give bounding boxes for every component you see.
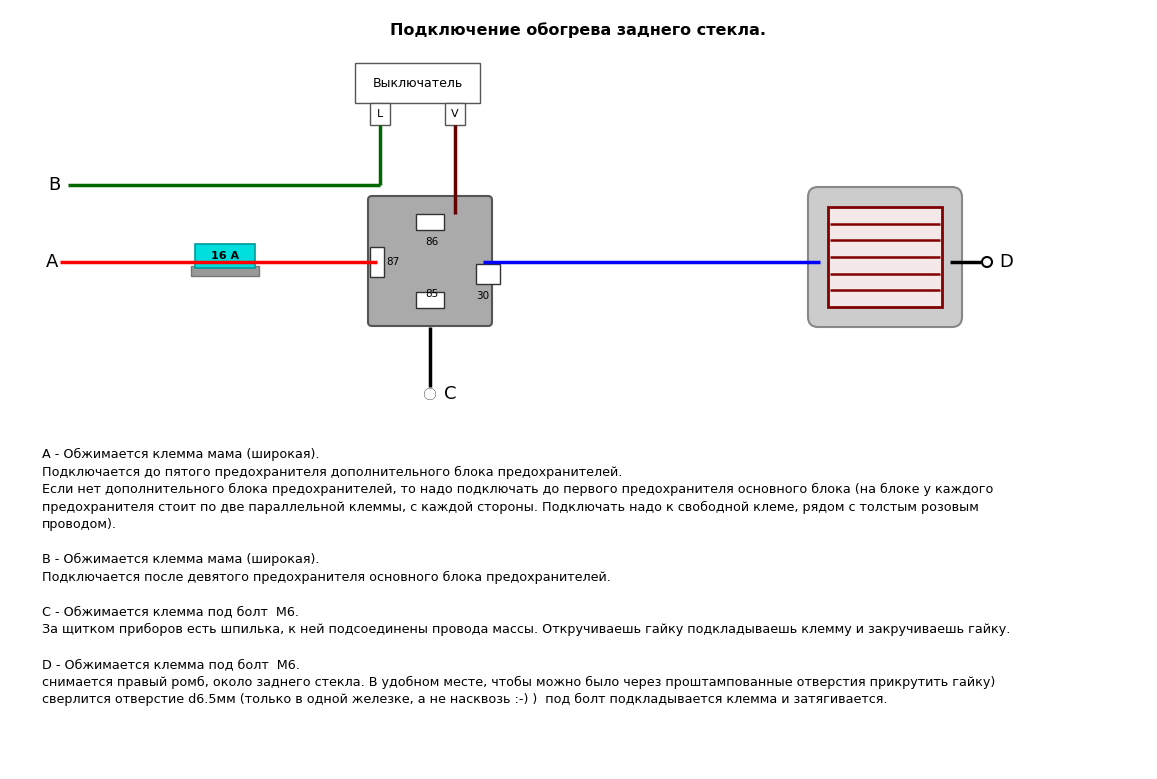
FancyBboxPatch shape [368, 196, 492, 326]
Bar [476, 264, 500, 284]
Bar [828, 207, 942, 307]
Text: Выключатель: Выключатель [373, 76, 463, 90]
Bar [370, 247, 384, 277]
Text: 87: 87 [386, 257, 399, 267]
Bar [417, 214, 444, 230]
Bar [196, 244, 255, 268]
Text: 85: 85 [426, 289, 439, 299]
Text: Подключается до пятого предохранителя дополнительного блока предохранителей.: Подключается до пятого предохранителя до… [42, 466, 622, 478]
Text: За щитком приборов есть шпилька, к ней подсоединены провода массы. Откручиваешь : За щитком приборов есть шпилька, к ней п… [42, 623, 1010, 636]
Text: снимается правый ромб, около заднего стекла. В удобном месте, чтобы можно было ч: снимается правый ромб, около заднего сте… [42, 675, 995, 689]
Text: проводом).: проводом). [42, 518, 117, 531]
Text: L: L [377, 109, 383, 119]
Text: D - Обжимается клемма под болт  М6.: D - Обжимается клемма под болт М6. [42, 658, 300, 671]
Text: 16 А: 16 А [211, 251, 239, 261]
Text: 30: 30 [477, 291, 489, 301]
Text: предохранителя стоит по две параллельной клеммы, с каждой стороны. Подключать на: предохранителя стоит по две параллельной… [42, 500, 979, 513]
Text: В - Обжимается клемма мама (широкая).: В - Обжимается клемма мама (широкая). [42, 553, 319, 566]
Text: сверлится отверстие d6.5мм (только в одной железке, а не насквозь :-) )  под бол: сверлится отверстие d6.5мм (только в одн… [42, 693, 887, 706]
Text: А: А [45, 253, 58, 271]
Circle shape [423, 388, 436, 400]
Text: В: В [47, 176, 60, 194]
Bar [370, 103, 390, 125]
Text: С: С [444, 385, 457, 403]
Text: Если нет дополнительного блока предохранителей, то надо подключать до первого пр: Если нет дополнительного блока предохран… [42, 483, 994, 496]
Text: Подключается после девятого предохранителя основного блока предохранителей.: Подключается после девятого предохраните… [42, 570, 611, 583]
Text: D: D [998, 253, 1012, 271]
Text: С - Обжимается клемма под болт  М6.: С - Обжимается клемма под болт М6. [42, 605, 299, 619]
Bar [417, 292, 444, 308]
Text: Подключение обогрева заднего стекла.: Подключение обогрева заднего стекла. [390, 22, 766, 38]
Circle shape [425, 389, 435, 399]
FancyBboxPatch shape [808, 187, 961, 327]
Bar [355, 63, 480, 103]
Text: V: V [451, 109, 459, 119]
Text: 86: 86 [426, 237, 439, 247]
Text: А - Обжимается клемма мама (широкая).: А - Обжимается клемма мама (широкая). [42, 448, 319, 461]
Bar [191, 266, 259, 276]
Bar [445, 103, 465, 125]
